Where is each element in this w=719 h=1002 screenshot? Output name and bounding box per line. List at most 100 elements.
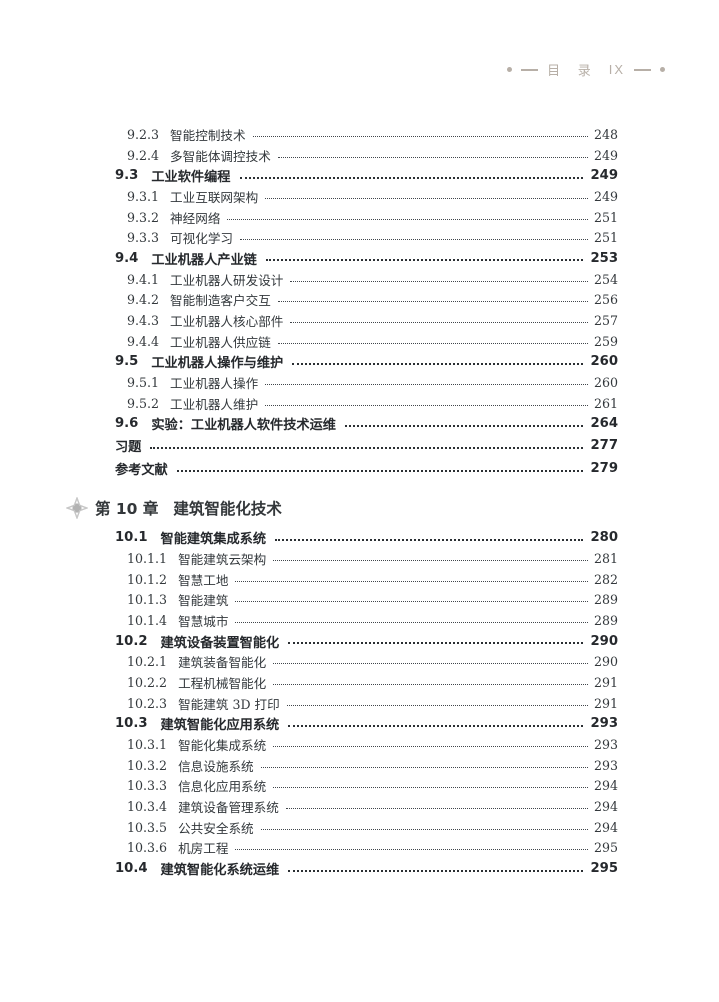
toc-entry: 9.4.1 工业机器人研发设计 254 [0, 269, 618, 290]
entry-title: 信息设施系统 [178, 758, 254, 774]
toc-entry: 10.3.3 信息化应用系统 294 [0, 776, 618, 797]
entry-page-number: 253 [590, 250, 618, 266]
dot-leader [235, 849, 588, 851]
toc-entry: 10.2.3 智能建筑 3D 打印 291 [0, 693, 618, 714]
dot-leader [240, 239, 588, 241]
toc-entry: 9.3.2 神经网络 251 [0, 207, 618, 228]
entry-page-number: 256 [593, 292, 618, 308]
chapter-title: 建筑智能化技术 [173, 500, 282, 519]
entry-number: 10.1.1 [127, 550, 168, 566]
entry-title: 工业机器人产业链 [151, 252, 257, 268]
entry-page-number: 277 [590, 438, 618, 454]
entry-number: 10.1.2 [127, 571, 168, 587]
toc-entry: 习题 277 [0, 434, 618, 457]
dot-leader [285, 808, 588, 810]
dot-leader [277, 342, 588, 344]
entry-page-number: 249 [590, 168, 618, 184]
toc-entry: 9.6 实验：工业机器人软件技术运维 264 [0, 414, 618, 435]
dot-leader [273, 683, 588, 685]
toc-entry: 10.1.4 智慧城市 289 [0, 610, 618, 631]
toc-entry: 10.3.4 建筑设备管理系统 294 [0, 796, 618, 817]
entry-number: 10.3.4 [127, 799, 168, 815]
entry-title: 信息化应用系统 [178, 779, 267, 795]
toc-entry: 9.4.3 工业机器人核心部件 257 [0, 310, 618, 331]
entry-page-number: 281 [593, 550, 618, 566]
entry-title: 工业软件编程 [151, 170, 231, 186]
dot-leader [227, 218, 588, 220]
dot-leader [265, 384, 588, 386]
entry-number: 9.5.2 [127, 395, 160, 411]
entry-number: 10.2.3 [127, 695, 168, 711]
dot-leader [235, 580, 588, 582]
entry-number: 10.3.3 [127, 778, 168, 794]
entry-page-number: 295 [590, 861, 618, 877]
entry-number: 9.3.1 [127, 188, 160, 204]
entry-page-number: 293 [593, 737, 618, 753]
entry-number: 9.5 [115, 354, 139, 370]
entry-page-number: 294 [593, 778, 618, 794]
entry-title: 可视化学习 [170, 231, 234, 247]
dot-leader [275, 538, 584, 541]
header-title: 目 录 [547, 63, 598, 78]
dot-leader [277, 156, 588, 158]
dot-leader [290, 322, 588, 324]
entry-number: 10.4 [115, 861, 148, 877]
entry-page-number: 279 [590, 461, 618, 477]
entry-page-number: 293 [590, 716, 618, 732]
entry-page-number: 293 [593, 757, 618, 773]
entry-page-number: 289 [593, 592, 618, 608]
entry-page-number: 294 [593, 819, 618, 835]
dot-leader [290, 280, 588, 282]
entry-number: 9.3.3 [127, 230, 160, 246]
entry-title: 工程机械智能化 [178, 675, 267, 691]
entry-number: 10.1 [115, 530, 148, 546]
entry-title: 工业机器人操作 [170, 376, 259, 392]
dot-leader [273, 559, 588, 561]
entry-number: 9.4.3 [127, 313, 160, 329]
entry-title: 智慧城市 [178, 613, 229, 629]
entry-number: 9.4.1 [127, 271, 160, 287]
dash-dot-icon [634, 68, 651, 71]
dot-leader [277, 301, 588, 303]
entry-number: 9.2.3 [127, 126, 160, 142]
entry-title: 公共安全系统 [178, 820, 254, 836]
header-page-number: IX [608, 62, 625, 77]
toc-entry: 9.3 工业软件编程 249 [0, 165, 618, 186]
toc-entry: 9.2.4 多智能体调控技术 249 [0, 145, 618, 166]
entry-number: 10.2.2 [127, 674, 168, 690]
dot-leader [288, 642, 584, 645]
toc-entry: 10.2.2 工程机械智能化 291 [0, 672, 618, 693]
entry-title: 建筑设备装置智能化 [160, 635, 280, 651]
entry-title: 神经网络 [170, 210, 221, 226]
entry-number: 9.2.4 [127, 147, 160, 163]
toc-entry: 10.2 建筑设备装置智能化 290 [0, 631, 618, 652]
entry-title: 工业互联网架构 [170, 189, 259, 205]
dot-leader [260, 828, 588, 830]
entry-title: 建筑设备管理系统 [178, 800, 279, 816]
entry-title: 工业机器人核心部件 [170, 314, 284, 330]
entry-page-number: 294 [593, 799, 618, 815]
toc-entry: 10.1.1 智能建筑云架构 281 [0, 548, 618, 569]
dot-leader [260, 766, 588, 768]
toc-entry: 10.1.3 智能建筑 289 [0, 589, 618, 610]
dot-leader [265, 404, 588, 406]
entry-title: 智能建筑 3D 打印 [178, 696, 280, 712]
dot-leader [235, 601, 588, 603]
entry-page-number: 249 [593, 188, 618, 204]
toc-entry: 10.1.2 智慧工地 282 [0, 569, 618, 590]
entry-page-number: 282 [593, 571, 618, 587]
entry-number: 10.3.6 [127, 840, 168, 856]
toc-entry: 9.3.1 工业互联网架构 249 [0, 186, 618, 207]
entry-title: 参考文献 [115, 463, 168, 479]
toc-entry: 10.3.5 公共安全系统 294 [0, 817, 618, 838]
entry-page-number: 251 [593, 209, 618, 225]
toc-entry: 参考文献 279 [0, 457, 618, 480]
dot-leader [273, 663, 588, 665]
entry-title: 智能制造客户交互 [170, 293, 271, 309]
toc-list: 9.2.3 智能控制技术 248 9.2.4 多智能体调控技术 249 9.3 工业软件编程 2… [0, 124, 719, 879]
entry-title: 工业机器人维护 [170, 396, 259, 412]
entry-page-number: 280 [590, 530, 618, 546]
dot-leader [239, 176, 584, 179]
entry-title: 智能建筑 [178, 593, 229, 609]
entry-number: 9.4.2 [127, 292, 160, 308]
